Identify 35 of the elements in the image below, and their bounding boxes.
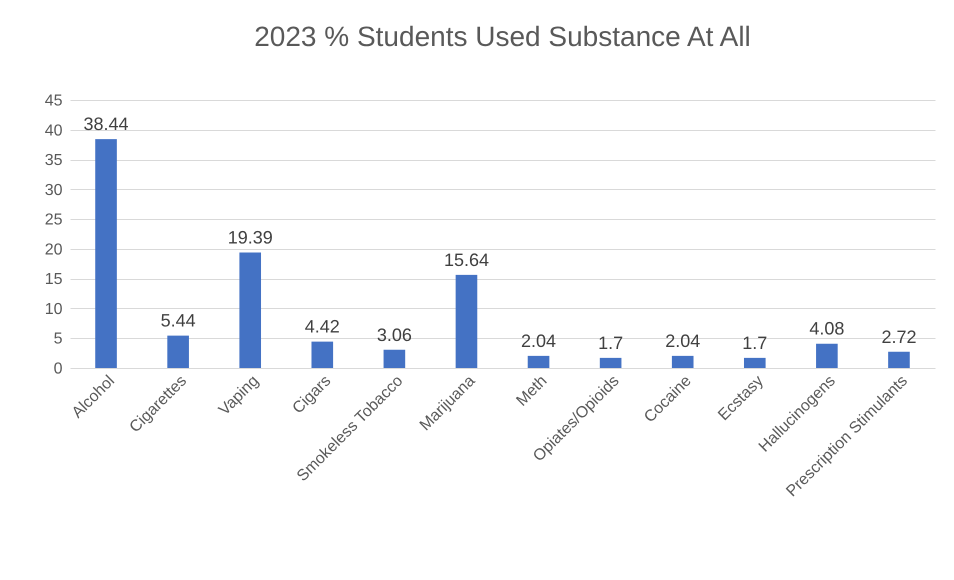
y-tick-label: 45: [44, 92, 63, 110]
data-label: 1.7: [742, 332, 768, 353]
data-label: 3.06: [376, 324, 412, 345]
y-tick-label: 20: [44, 241, 63, 258]
bar: [816, 344, 838, 368]
data-label: 4.42: [304, 316, 340, 337]
data-label: 2.72: [881, 326, 916, 347]
bar: [384, 350, 406, 368]
y-tick-label: 5: [54, 330, 63, 348]
y-tick-label: 10: [44, 300, 63, 318]
y-tick-label: 35: [44, 152, 63, 170]
y-tick-label: 30: [44, 182, 63, 199]
bar: [95, 139, 117, 368]
y-tick-label: 40: [44, 122, 63, 140]
bar: [672, 356, 694, 368]
data-label: 19.39: [228, 228, 273, 248]
data-label: 2.04: [521, 330, 556, 351]
y-tick-label: 25: [44, 212, 63, 229]
data-label: 4.08: [809, 318, 844, 339]
bar: [239, 252, 262, 368]
bar: [744, 358, 766, 368]
data-label: 1.7: [598, 332, 624, 353]
y-tick-label: 0: [54, 360, 63, 378]
bar: [600, 358, 622, 368]
bar: [167, 336, 189, 368]
data-label: 2.04: [665, 330, 700, 351]
chart-title: 2023 % Students Used Substance At All: [254, 21, 751, 52]
y-tick-label: 15: [44, 271, 63, 288]
data-label: 38.44: [84, 114, 129, 134]
data-label: 15.64: [444, 250, 489, 270]
bar: [456, 274, 478, 368]
data-label: 5.44: [160, 310, 196, 331]
bar: [528, 356, 550, 368]
bar: [888, 352, 910, 368]
bar: [311, 342, 334, 368]
